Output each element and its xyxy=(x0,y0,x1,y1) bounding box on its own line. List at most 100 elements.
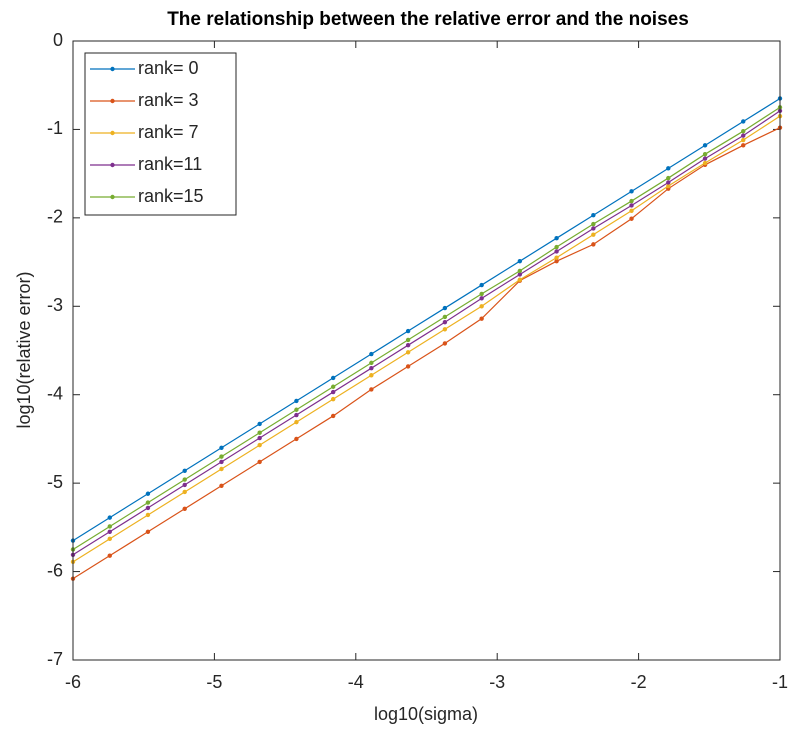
data-point xyxy=(702,160,708,166)
x-tick-label: -3 xyxy=(489,672,505,692)
data-point xyxy=(257,459,262,465)
data-point xyxy=(257,442,262,448)
data-point xyxy=(741,128,746,134)
data-line xyxy=(72,106,781,550)
data-point xyxy=(145,491,151,496)
data-point xyxy=(330,375,336,381)
data-point xyxy=(145,512,151,518)
data-point xyxy=(107,529,112,534)
data-point xyxy=(741,137,746,143)
data-point xyxy=(219,445,224,450)
legend-marker xyxy=(110,194,115,200)
y-tick-label: -2 xyxy=(47,207,63,227)
x-axis-label: log10(sigma) xyxy=(374,704,478,724)
data-point xyxy=(702,151,708,157)
data-point xyxy=(442,320,448,325)
data-point xyxy=(145,505,151,511)
data-point xyxy=(182,477,187,482)
data-point xyxy=(591,213,596,218)
y-tick-label: -7 xyxy=(47,649,63,669)
data-point xyxy=(666,166,671,171)
data-point xyxy=(330,413,336,419)
legend-label: rank= 3 xyxy=(138,90,199,110)
data-point xyxy=(517,272,523,277)
y-tick-label: -5 xyxy=(47,472,63,492)
y-tick-label: 0 xyxy=(53,30,63,50)
data-point xyxy=(554,249,559,254)
data-point xyxy=(442,327,448,332)
data-point xyxy=(479,296,484,301)
y-tick-label: -4 xyxy=(47,383,63,403)
y-tick-label: -3 xyxy=(47,295,63,315)
data-point xyxy=(369,387,374,392)
legend-label: rank=11 xyxy=(138,154,202,174)
data-line xyxy=(72,127,781,580)
legend-marker xyxy=(110,98,115,104)
data-point xyxy=(591,242,596,247)
data-point xyxy=(442,314,448,320)
x-tick-label: -6 xyxy=(65,672,81,692)
y-tick-label: -1 xyxy=(47,118,63,138)
data-point xyxy=(591,221,596,227)
legend-marker xyxy=(110,162,115,168)
x-tick-label: -4 xyxy=(348,672,364,692)
data-point xyxy=(330,396,336,402)
data-point xyxy=(442,341,448,346)
data-point xyxy=(257,421,262,427)
data-point xyxy=(330,384,336,389)
data-point xyxy=(405,342,411,348)
data-point xyxy=(107,553,112,558)
data-point xyxy=(369,373,374,378)
data-point xyxy=(479,282,484,288)
data-point xyxy=(741,119,746,124)
data-point xyxy=(554,258,559,264)
chart-title: The relationship between the relative er… xyxy=(167,9,689,30)
data-point xyxy=(294,398,299,404)
data-point xyxy=(554,235,559,241)
data-line xyxy=(72,110,781,556)
data-point xyxy=(145,500,151,505)
data-point xyxy=(479,304,484,309)
data-point xyxy=(219,466,224,472)
data-point xyxy=(107,536,112,542)
data-point xyxy=(219,459,224,465)
data-point xyxy=(741,133,746,138)
data-point xyxy=(442,305,448,311)
data-point xyxy=(666,183,671,189)
data-point xyxy=(741,143,746,148)
data-point xyxy=(479,316,484,321)
legend-label: rank=15 xyxy=(138,186,204,206)
data-point xyxy=(629,208,634,213)
data-point xyxy=(369,365,374,371)
data-point xyxy=(107,524,112,529)
data-point xyxy=(294,436,299,442)
data-point xyxy=(369,351,374,357)
data-point xyxy=(145,529,151,534)
legend-marker xyxy=(110,66,115,72)
data-point xyxy=(405,364,411,369)
data-point xyxy=(554,244,559,250)
data-point xyxy=(219,483,224,488)
data-point xyxy=(591,226,596,231)
legend: rank= 0 rank= 3 rank= 7 rank=11 rank=15 xyxy=(84,52,237,216)
x-tick-label: -5 xyxy=(206,672,222,692)
data-point xyxy=(517,268,523,274)
data-line xyxy=(72,97,781,542)
data-point xyxy=(517,277,523,282)
data-point xyxy=(405,350,411,355)
axes-box xyxy=(72,40,781,661)
legend-box xyxy=(84,52,237,216)
data-line xyxy=(72,115,781,563)
y-tick-label: -6 xyxy=(47,560,63,580)
data-point xyxy=(257,435,262,441)
data-point xyxy=(702,143,708,148)
data-point xyxy=(629,216,634,221)
data-point xyxy=(107,515,112,520)
x-tick-label: -1 xyxy=(772,672,788,692)
data-point xyxy=(257,430,262,435)
data-point xyxy=(629,198,634,204)
data-point xyxy=(182,489,187,495)
data-point xyxy=(479,291,484,297)
legend-marker xyxy=(110,130,115,136)
